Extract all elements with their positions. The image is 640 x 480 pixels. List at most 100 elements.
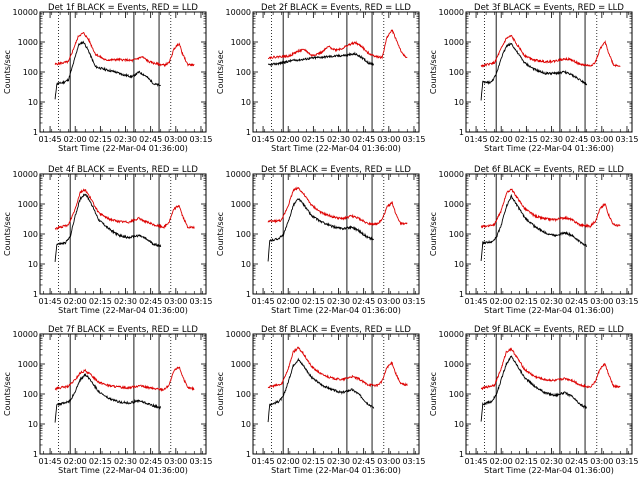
x-tick-label: 01:45 bbox=[252, 457, 275, 466]
x-tick-label: 02:30 bbox=[540, 297, 563, 306]
plot-frame bbox=[252, 333, 420, 455]
y-tick-label: 10 bbox=[28, 420, 38, 429]
x-tick-label: 01:45 bbox=[39, 457, 62, 466]
panel-8: Det 8f BLACK = Events, RED = LLD 1 10 100 10… bbox=[216, 325, 426, 475]
x-axis-label: Start Time (22-Mar-04 01:36:00) bbox=[484, 306, 614, 315]
y-tick-label: 10000 bbox=[226, 330, 251, 339]
x-tick-label: 03:15 bbox=[189, 297, 212, 306]
series-line-lld bbox=[480, 347, 621, 391]
plot-frame bbox=[39, 173, 207, 295]
y-axis-label: Counts/sec bbox=[429, 212, 438, 256]
x-axis-label: Start Time (22-Mar-04 01:36:00) bbox=[271, 306, 401, 315]
y-tick-label: 1000 bbox=[444, 360, 464, 369]
y-axis-label: Counts/sec bbox=[429, 50, 438, 94]
y-tick-label: 1 bbox=[33, 290, 38, 299]
x-tick-label: 03:00 bbox=[377, 297, 400, 306]
x-axis-label: Start Time (22-Mar-04 01:36:00) bbox=[58, 306, 188, 315]
series-line-events bbox=[267, 357, 375, 423]
x-tick-label: 02:30 bbox=[114, 297, 137, 306]
x-tick-label: 03:00 bbox=[377, 457, 400, 466]
x-tick-label: 03:00 bbox=[164, 457, 187, 466]
y-tick-label: 1000 bbox=[444, 200, 464, 209]
x-axis-label: Start Time (22-Mar-04 01:36:00) bbox=[271, 466, 401, 475]
x-tick-label: 02:45 bbox=[565, 297, 588, 306]
x-tick-label: 02:45 bbox=[139, 297, 162, 306]
series-line-lld bbox=[480, 188, 621, 229]
x-tick-label: 02:30 bbox=[327, 135, 350, 144]
panel-9: Det 9f BLACK = Events, RED = LLD 1 10 100 10… bbox=[429, 325, 639, 475]
x-tick-label: 01:45 bbox=[465, 135, 488, 144]
y-tick-label: 10000 bbox=[13, 170, 38, 179]
y-axis-label: Counts/sec bbox=[3, 50, 12, 94]
x-tick-label: 02:15 bbox=[515, 457, 538, 466]
panel-title: Det 9f BLACK = Events, RED = LLD bbox=[474, 325, 624, 335]
x-tick-label: 02:45 bbox=[139, 457, 162, 466]
y-tick-label: 1000 bbox=[18, 38, 38, 47]
x-tick-label: 03:00 bbox=[164, 297, 187, 306]
panel-6: Det 6f BLACK = Events, RED = LLD 1 10 100 10… bbox=[429, 165, 639, 315]
x-tick-label: 02:00 bbox=[490, 457, 513, 466]
x-tick-label: 02:15 bbox=[89, 297, 112, 306]
y-tick-label: 1 bbox=[459, 290, 464, 299]
x-tick-label: 02:00 bbox=[64, 457, 87, 466]
y-tick-label: 10000 bbox=[439, 8, 464, 17]
x-tick-label: 03:15 bbox=[189, 135, 212, 144]
y-tick-label: 10000 bbox=[13, 330, 38, 339]
x-tick-label: 03:15 bbox=[189, 457, 212, 466]
x-tick-label: 02:30 bbox=[327, 457, 350, 466]
x-tick-label: 02:45 bbox=[352, 297, 375, 306]
y-tick-label: 1000 bbox=[18, 360, 38, 369]
panel-3: Det 3f BLACK = Events, RED = LLD 1 10 100 10… bbox=[429, 3, 639, 153]
y-tick-label: 100 bbox=[23, 390, 38, 399]
y-tick-label: 10 bbox=[454, 98, 464, 107]
series-line-lld bbox=[54, 366, 195, 392]
series-line-lld bbox=[267, 186, 408, 226]
x-tick-label: 02:00 bbox=[277, 135, 300, 144]
panel-title: Det 6f BLACK = Events, RED = LLD bbox=[474, 165, 624, 175]
x-tick-label: 02:15 bbox=[89, 457, 112, 466]
x-tick-label: 02:15 bbox=[302, 135, 325, 144]
series-line-lld bbox=[480, 34, 621, 68]
y-tick-label: 100 bbox=[449, 390, 464, 399]
x-tick-label: 01:45 bbox=[39, 135, 62, 144]
panel-7: Det 7f BLACK = Events, RED = LLD 1 10 100 10… bbox=[3, 325, 213, 475]
x-tick-label: 03:15 bbox=[402, 457, 425, 466]
panel-title: Det 7f BLACK = Events, RED = LLD bbox=[48, 325, 198, 335]
y-tick-label: 1000 bbox=[231, 38, 251, 47]
x-axis-label: Start Time (22-Mar-04 01:36:00) bbox=[484, 144, 614, 153]
y-axis-label: Counts/sec bbox=[3, 372, 12, 416]
x-tick-label: 02:45 bbox=[352, 457, 375, 466]
y-tick-label: 100 bbox=[236, 390, 251, 399]
series-line-lld bbox=[54, 31, 195, 68]
series-line-events bbox=[480, 42, 588, 101]
y-tick-label: 100 bbox=[236, 68, 251, 77]
x-tick-label: 01:45 bbox=[252, 297, 275, 306]
plot-frame bbox=[465, 11, 633, 133]
x-tick-label: 03:00 bbox=[590, 457, 613, 466]
x-tick-label: 03:00 bbox=[590, 297, 613, 306]
y-tick-label: 10 bbox=[241, 98, 251, 107]
plot-frame bbox=[252, 173, 420, 295]
panel-4: Det 4f BLACK = Events, RED = LLD 1 10 100 10… bbox=[3, 165, 213, 315]
y-tick-label: 10 bbox=[241, 420, 251, 429]
x-tick-label: 03:15 bbox=[402, 297, 425, 306]
x-tick-label: 02:30 bbox=[327, 297, 350, 306]
x-tick-label: 02:45 bbox=[139, 135, 162, 144]
x-tick-label: 02:15 bbox=[302, 297, 325, 306]
x-tick-label: 02:30 bbox=[114, 135, 137, 144]
series-line-events bbox=[54, 40, 161, 100]
y-axis-label: Counts/sec bbox=[3, 212, 12, 256]
x-tick-label: 02:15 bbox=[302, 457, 325, 466]
plot-frame bbox=[39, 333, 207, 455]
y-tick-label: 10 bbox=[454, 420, 464, 429]
x-tick-label: 02:45 bbox=[565, 135, 588, 144]
panel-5: Det 5f BLACK = Events, RED = LLD 1 10 100 10… bbox=[216, 165, 426, 315]
x-tick-label: 02:15 bbox=[515, 135, 538, 144]
series-line-events bbox=[480, 193, 588, 261]
panel-title: Det 1f BLACK = Events, RED = LLD bbox=[48, 3, 198, 13]
y-tick-label: 1000 bbox=[231, 200, 251, 209]
y-tick-label: 10000 bbox=[13, 8, 38, 17]
y-tick-label: 10 bbox=[28, 98, 38, 107]
